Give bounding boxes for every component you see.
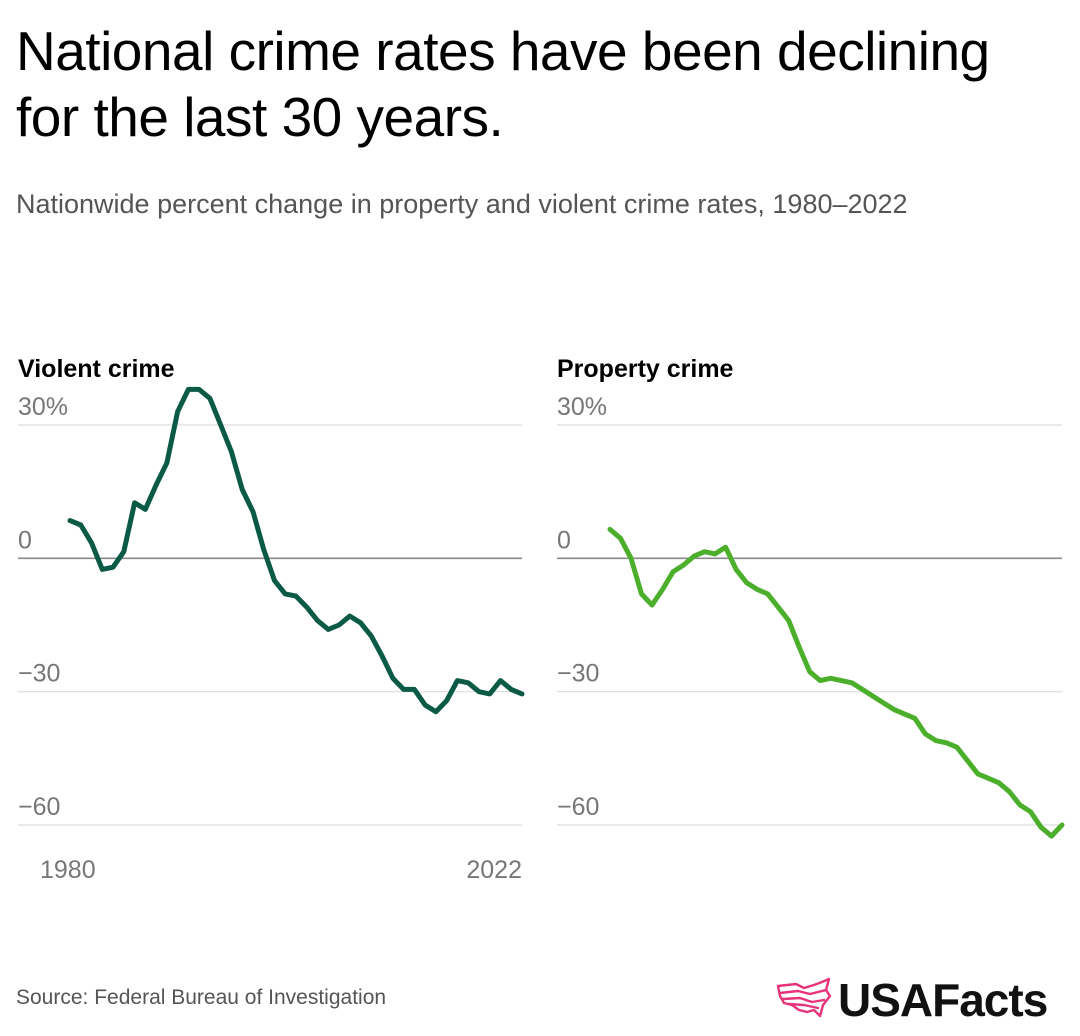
y-tick-label: 0 (18, 526, 32, 554)
source-note: Source: Federal Bureau of Investigation (16, 986, 387, 1009)
y-tick-label: −30 (557, 660, 599, 688)
panel-title: Property crime (557, 355, 734, 383)
panel-0: Violent crime 30% 0 −30 −60 1980 2022 (18, 355, 525, 884)
series-line (607, 526, 1065, 839)
x-tick-label: 1980 (40, 856, 96, 884)
panel-title: Violent crime (18, 355, 175, 383)
y-tick-label: −60 (18, 793, 60, 821)
y-tick-label: −60 (557, 793, 599, 821)
panel-1: Property crime 30% 0 −30 −60 (557, 355, 1065, 839)
brand-wordmark: USAFacts (838, 974, 1048, 1026)
x-tick-label: 2022 (466, 856, 522, 884)
small-multiples-chart: Violent crime 30% 0 −30 −60 1980 2022 Property … (18, 355, 1065, 884)
chart-title: National crime rates have been declining… (16, 20, 990, 148)
us-map-icon (776, 977, 832, 1018)
brand-logo: USAFacts (774, 972, 1074, 1028)
y-tick-label: 30% (18, 393, 68, 421)
y-tick-label: −30 (18, 660, 60, 688)
y-tick-label: 30% (557, 393, 607, 421)
y-tick-label: 0 (557, 526, 571, 554)
chart-subtitle: Nationwide percent change in property an… (16, 189, 908, 219)
series-line (67, 386, 525, 715)
